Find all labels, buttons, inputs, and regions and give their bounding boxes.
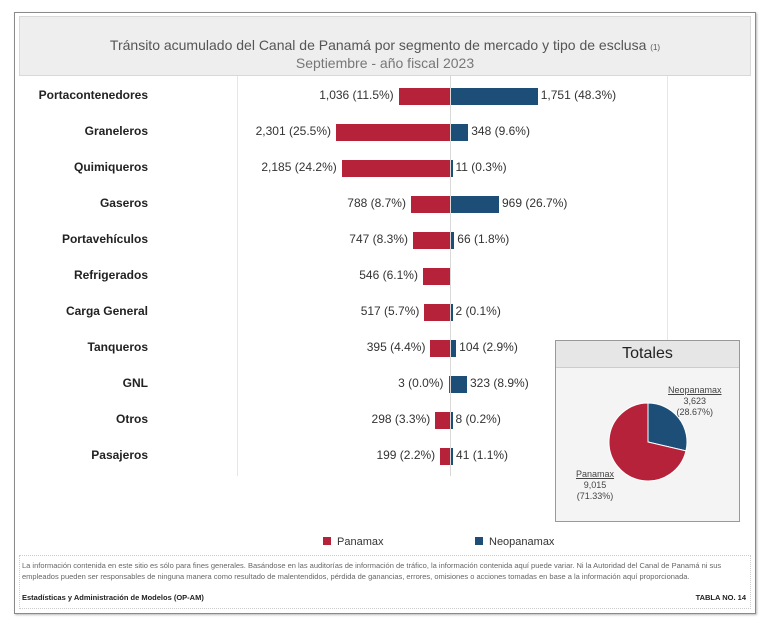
pie-label-name: Neopanamax <box>668 385 722 395</box>
category-label: Quimiqueros <box>73 160 148 174</box>
source-note: Estadísticas y Administración de Modelos… <box>22 593 204 602</box>
pie-label-pct: (28.67%) <box>676 407 714 417</box>
totals-panel: Totales Neopanamax 3,623 (28.67%) Panamax 9… <box>555 340 740 522</box>
legend-label: Panamax <box>337 536 384 548</box>
divider <box>237 76 238 476</box>
bar-neopanamax <box>451 159 453 177</box>
value-label-panamax: 747 (8.3%) <box>349 232 408 246</box>
pie-label-value: 3,623 <box>683 396 707 406</box>
bar-neopanamax <box>451 123 469 141</box>
pie-chart <box>608 402 688 482</box>
legend-item-neopanamax[interactable]: Neopanamax <box>475 536 554 548</box>
legend-label: Neopanamax <box>489 536 555 548</box>
value-label-panamax: 3 (0.0%) <box>398 376 444 390</box>
bar-panamax <box>410 195 450 213</box>
pie-label-name: Panamax <box>576 469 615 479</box>
bar-panamax <box>430 339 450 357</box>
pie-label-pct: (71.33%) <box>576 491 614 501</box>
bar-neopanamax <box>451 447 454 465</box>
value-label-panamax: 1,036 (11.5%) <box>319 88 394 102</box>
value-label-panamax: 199 (2.2%) <box>376 448 436 462</box>
category-label: Portacontenedores <box>38 88 148 102</box>
category-label: GNL <box>122 376 148 390</box>
pie-label-neopanamax: Neopanamax 3,623 (28.67%) <box>668 385 722 418</box>
bar-panamax <box>412 231 450 249</box>
bar-panamax <box>435 411 450 429</box>
value-label-neopanamax: 41 (1.1%) <box>456 448 509 462</box>
category-label: Otros <box>115 412 148 426</box>
pie-slice-panamax <box>608 402 687 482</box>
category-label: Graneleros <box>84 124 148 138</box>
bar-panamax <box>336 123 450 141</box>
value-label-panamax: 298 (3.3%) <box>371 412 431 426</box>
value-label-neopanamax: 66 (1.8%) <box>457 232 510 246</box>
bar-panamax <box>448 375 450 393</box>
bar-neopanamax <box>451 195 499 213</box>
pie-label-value: 9,015 <box>583 480 607 490</box>
value-label-panamax: 788 (8.7%) <box>347 196 406 210</box>
bar-panamax <box>424 303 450 321</box>
value-label-panamax: 395 (4.4%) <box>366 340 426 354</box>
bar-neopanamax <box>451 411 453 429</box>
bar-neopanamax <box>451 87 538 105</box>
category-label: Refrigerados <box>73 268 148 282</box>
disclaimer: La información contenida en este sitio e… <box>22 561 722 581</box>
center-axis <box>450 76 451 476</box>
title-text: Tránsito acumulado del Canal de Panamá p… <box>109 37 647 53</box>
pie-label-panamax: Panamax 9,015 (71.33%) <box>576 469 614 502</box>
value-label-neopanamax: 104 (2.9%) <box>459 340 518 354</box>
table-number: TABLA NO. 14 <box>695 593 746 602</box>
value-label-panamax: 517 (5.7%) <box>360 304 420 318</box>
legend-swatch <box>475 537 483 545</box>
pie-slice-neopanamax <box>647 402 688 452</box>
title-note: (1) <box>650 43 661 52</box>
value-label-neopanamax: 11 (0.3%) <box>455 160 507 174</box>
legend-item-panamax[interactable]: Panamax <box>323 536 383 548</box>
category-label: Carga General <box>65 304 148 318</box>
chart-title: Tránsito acumulado del Canal de Panamá p… <box>20 37 750 53</box>
bar-panamax <box>440 447 450 465</box>
divider <box>667 76 668 476</box>
report-frame <box>14 12 756 614</box>
totals-title: Totales <box>556 341 739 368</box>
value-label-panamax: 2,185 (24.2%) <box>261 160 337 174</box>
value-label-neopanamax: 1,751 (48.3%) <box>540 88 617 102</box>
bar-neopanamax <box>451 375 467 393</box>
value-label-neopanamax: 8 (0.2%) <box>455 412 501 426</box>
value-label-neopanamax: 323 (8.9%) <box>470 376 529 390</box>
bar-panamax <box>341 159 450 177</box>
chart-subtitle: Septiembre - año fiscal 2023 <box>295 55 475 71</box>
category-label: Gaseros <box>99 196 148 210</box>
category-label: Pasajeros <box>91 448 148 462</box>
value-label-neopanamax: 348 (9.6%) <box>471 124 530 138</box>
value-label-panamax: 2,301 (25.5%) <box>255 124 331 138</box>
category-label: Portavehículos <box>61 232 148 246</box>
footer: La información contenida en este sitio e… <box>19 555 751 609</box>
title-box: Tránsito acumulado del Canal de Panamá p… <box>19 16 751 76</box>
bar-neopanamax <box>451 339 457 357</box>
bar-neopanamax <box>451 303 453 321</box>
value-label-neopanamax: 2 (0.1%) <box>455 304 501 318</box>
legend-swatch <box>323 537 331 545</box>
bar-neopanamax <box>451 231 455 249</box>
bar-panamax <box>422 267 450 285</box>
value-label-panamax: 546 (6.1%) <box>359 268 418 282</box>
value-label-neopanamax: 969 (26.7%) <box>502 196 568 210</box>
bar-panamax <box>398 87 450 105</box>
category-label: Tanqueros <box>87 340 148 354</box>
